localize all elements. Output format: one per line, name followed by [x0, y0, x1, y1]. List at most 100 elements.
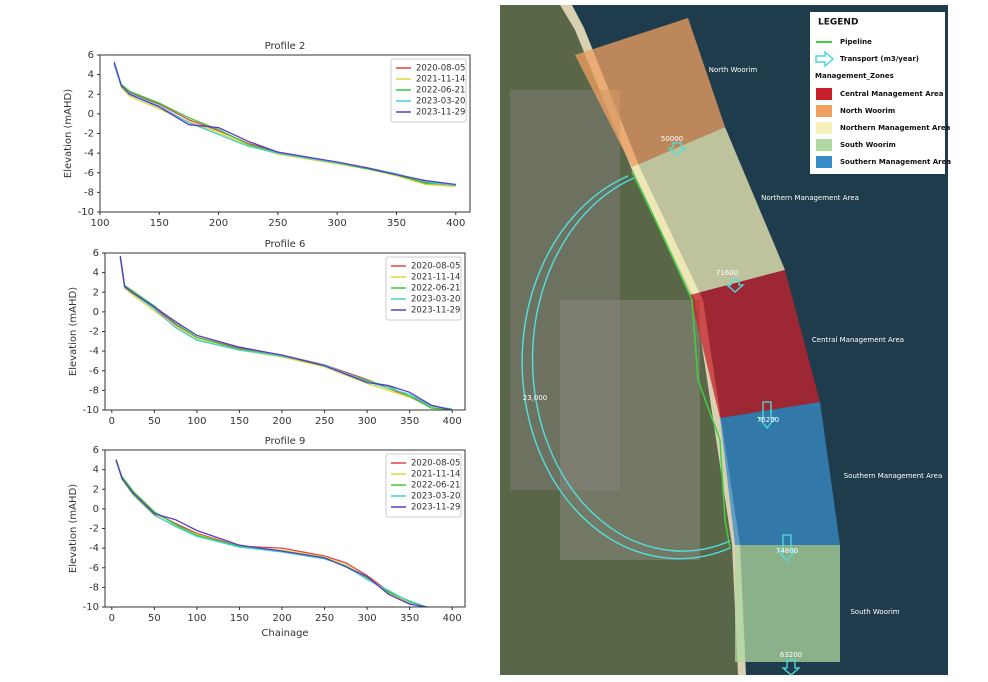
plot-frame: [104, 252, 466, 411]
legend-label: Management_Zones: [815, 72, 894, 80]
legend-swatch: [816, 156, 832, 168]
zone: [690, 270, 820, 418]
legend-label: Southern Management Area: [840, 158, 951, 166]
transport-arrows: [667, 142, 801, 676]
y-tick-label: -2: [89, 524, 99, 535]
y-tick-label: -10: [78, 207, 94, 218]
x-tick-label: 400: [443, 416, 462, 427]
pipeline: [631, 171, 731, 549]
map-legend: LEGEND Pipeline Transport (m3/year) Mana…: [810, 12, 951, 174]
legend-label: North Woorim: [840, 107, 895, 115]
x-tick-label: 300: [328, 218, 347, 229]
legend-label: 2022-06-21: [411, 481, 460, 491]
x-tick-label: 200: [272, 416, 291, 427]
y-axis-label: Elevation (mAHD): [68, 287, 79, 376]
legend-swatch: [816, 122, 832, 134]
x-tick-label: 0: [109, 613, 115, 624]
legend-label: 2023-03-20: [411, 492, 460, 502]
legend-box: [390, 58, 467, 123]
y-tick-label: 0: [93, 504, 99, 515]
legend-label: Pipeline: [840, 38, 872, 46]
chart-title: Profile 2: [265, 41, 306, 52]
chart-title: Profile 9: [265, 436, 306, 447]
y-tick-label: -8: [89, 582, 99, 593]
transport-value: 76200: [757, 416, 779, 424]
legend-label: South Woorim: [840, 141, 896, 149]
x-tick-label: 400: [443, 613, 462, 624]
series-line: [115, 459, 427, 607]
town: [560, 300, 700, 560]
zone: [735, 545, 840, 662]
x-tick-label: 200: [209, 218, 228, 229]
y-tick-label: 4: [93, 268, 99, 279]
chart-title: Profile 6: [265, 239, 306, 250]
legend-label: Central Management Area: [840, 90, 944, 98]
legend-label: 2020-08-05: [411, 459, 460, 469]
x-tick-label: 100: [187, 416, 206, 427]
y-tick-label: 4: [93, 465, 99, 476]
y-tick-label: 2: [93, 287, 99, 298]
legend-label: 2023-11-29: [411, 306, 460, 316]
zone: [720, 402, 840, 545]
y-tick-label: -4: [89, 346, 99, 357]
y-axis-label: Elevation (mAHD): [68, 484, 79, 573]
x-axis-label: Chainage: [261, 628, 308, 639]
x-tick-label: 350: [400, 416, 419, 427]
x-tick-label: 350: [387, 218, 406, 229]
y-tick-label: 2: [88, 89, 94, 100]
x-tick-label: 150: [230, 416, 249, 427]
x-tick-label: 0: [109, 416, 115, 427]
series-line: [113, 61, 456, 186]
legend-box: [810, 12, 945, 174]
legend-label: 2021-11-14: [411, 470, 460, 480]
legend-label: Transport (m3/year): [840, 55, 919, 63]
zone: [632, 127, 785, 295]
legend-label: 2021-11-14: [416, 75, 465, 85]
y-tick-label: -8: [89, 385, 99, 396]
y-axis-label: Elevation (mAHD): [63, 89, 74, 178]
series-line: [119, 255, 453, 410]
legend-label: 2021-11-14: [411, 273, 460, 283]
y-tick-label: -10: [83, 602, 99, 613]
legend-label: 2023-03-20: [411, 295, 460, 305]
y-tick-label: -6: [89, 366, 99, 377]
y-tick-label: 2: [93, 484, 99, 495]
plot-frame: [99, 54, 471, 213]
y-tick-label: 4: [88, 70, 94, 81]
series-line: [115, 460, 427, 607]
x-tick-label: 150: [150, 218, 169, 229]
y-tick-label: -6: [89, 563, 99, 574]
plot-frame: [104, 449, 466, 608]
zone-label: South Woorim: [850, 608, 899, 616]
transport-value: 74800: [776, 547, 798, 555]
legend-title: LEGEND: [818, 18, 858, 28]
x-tick-label: 350: [400, 613, 419, 624]
series-line: [115, 459, 427, 607]
zone-label: Southern Management Area: [844, 472, 943, 480]
y-tick-label: 0: [88, 109, 94, 120]
x-tick-label: 50: [148, 613, 161, 624]
legend-label: Northern Management Area: [840, 124, 951, 132]
x-tick-label: 100: [187, 613, 206, 624]
legend-label: 2022-06-21: [411, 284, 460, 294]
x-tick-label: 300: [358, 613, 377, 624]
x-tick-label: 100: [90, 218, 109, 229]
legend-box: [385, 256, 462, 321]
zone: [575, 18, 725, 167]
legend-label: 2023-11-29: [411, 503, 460, 513]
x-tick-label: 400: [446, 218, 465, 229]
y-tick-label: -2: [89, 327, 99, 338]
x-tick-label: 250: [268, 218, 287, 229]
map: North Woorim Northern Management Area Ce…: [500, 5, 951, 676]
zone-label: Central Management Area: [812, 336, 904, 344]
legend-label: 2020-08-05: [416, 64, 465, 74]
legend-swatch: [816, 88, 832, 100]
x-tick-label: 200: [272, 613, 291, 624]
legend-swatch: [816, 105, 832, 117]
series-line: [113, 64, 456, 187]
x-tick-label: 300: [358, 416, 377, 427]
transport-arc: [531, 177, 731, 552]
transport-value: 71600: [716, 269, 738, 277]
transport-value: 63200: [780, 651, 802, 659]
